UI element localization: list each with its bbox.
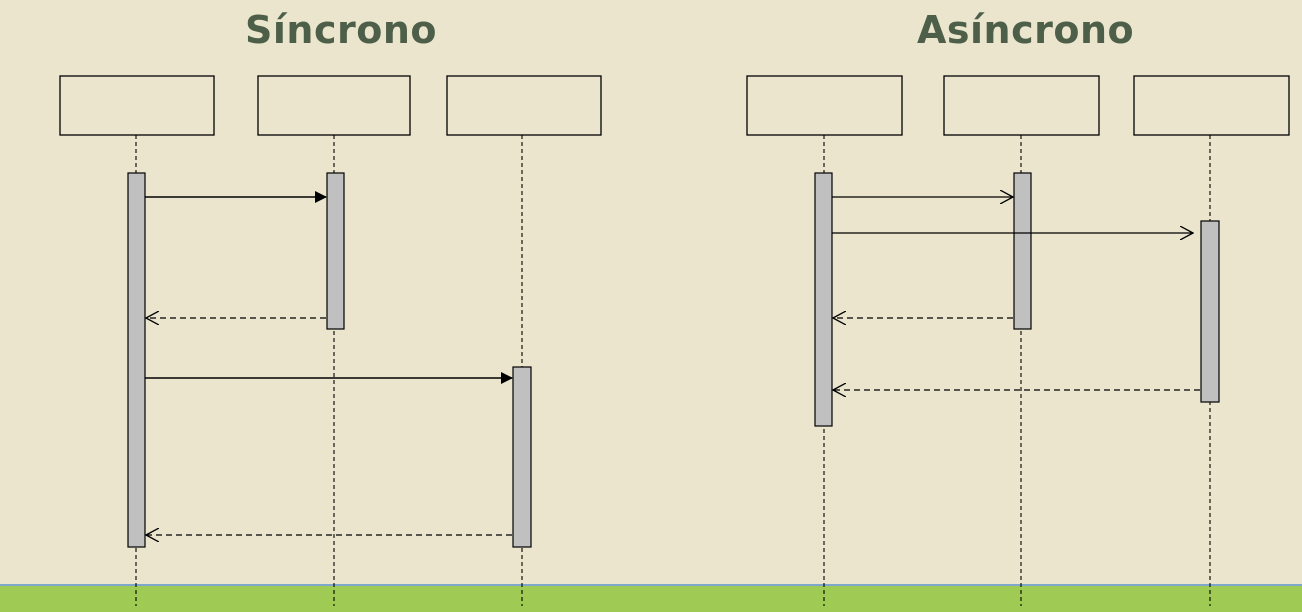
sync-activation-2 (326, 172, 345, 330)
sync-activation-1 (127, 172, 146, 548)
async-lifeline-box-2 (943, 75, 1100, 136)
async-diagram (746, 75, 1290, 606)
async-activation-3 (1200, 220, 1220, 403)
async-diagram-title: Asíncrono (917, 8, 1135, 52)
async-activation-2 (1013, 172, 1032, 330)
sync-lifeline-box-3 (446, 75, 602, 136)
sync-diagram (59, 75, 602, 606)
async-lifeline-box-1 (746, 75, 903, 136)
bottom-band (0, 584, 1302, 612)
async-lifeline-box-3 (1133, 75, 1290, 136)
async-activation-1 (814, 172, 833, 427)
sync-lifeline-box-1 (59, 75, 215, 136)
sync-activation-3 (512, 366, 532, 548)
sync-lifeline-box-2 (257, 75, 411, 136)
sync-diagram-title: Síncrono (245, 8, 437, 52)
